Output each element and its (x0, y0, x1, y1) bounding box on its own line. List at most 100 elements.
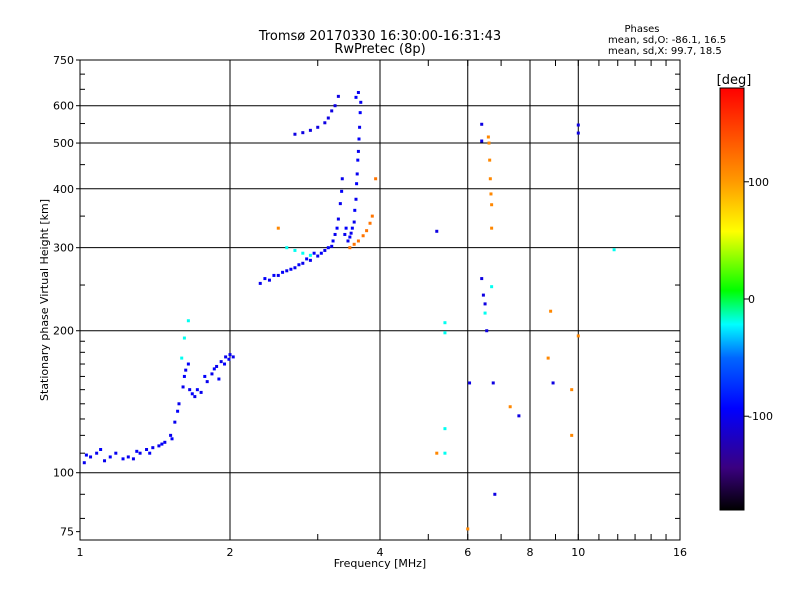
x-tick-label: 8 (527, 546, 534, 559)
phases-mean-o: mean, sd,O: -86.1, 16.5 (608, 35, 726, 46)
echo-point (231, 355, 235, 359)
echo-point (349, 231, 353, 235)
echo-point (188, 388, 192, 392)
echo-point (181, 385, 185, 389)
y-tick-label: 750 (53, 54, 74, 67)
echo-point (114, 451, 118, 455)
echo-point (84, 453, 88, 457)
echo-point (293, 132, 297, 136)
echo-point (485, 329, 489, 333)
x-tick-label: 1 (77, 546, 84, 559)
echo-point (203, 374, 207, 378)
echo-point (176, 409, 180, 413)
y-axis-ticks: 75 100 200 300 400 500 600 750 (53, 54, 680, 539)
echo-point (215, 364, 219, 368)
echo-point (173, 420, 177, 424)
echo-point (480, 139, 484, 143)
echo-point (108, 455, 112, 459)
echo-point (210, 372, 214, 376)
echo-point (493, 492, 497, 496)
echo-point (184, 368, 188, 372)
echo-point (546, 356, 550, 360)
echo-point (480, 277, 484, 281)
echo-point (333, 232, 337, 236)
y-tick-label: 75 (60, 526, 74, 539)
x-tick-label: 4 (377, 546, 384, 559)
echo-point (483, 311, 487, 315)
echo-point (357, 137, 361, 141)
echo-point (199, 390, 203, 394)
echo-point (488, 158, 492, 162)
echo-point (336, 94, 340, 98)
echo-point (481, 293, 485, 297)
echo-point (182, 374, 186, 378)
echo-point (148, 451, 152, 455)
chart-subtitle: RwPretec (8p) (334, 42, 425, 57)
echo-point (228, 353, 232, 357)
echo-point (186, 362, 190, 366)
echo-point (346, 239, 350, 243)
echo-point (570, 388, 574, 392)
y-tick-label: 100 (53, 467, 74, 480)
echo-point (517, 414, 521, 418)
echo-point (267, 278, 271, 282)
echo-point (190, 392, 194, 396)
echo-point (490, 203, 494, 207)
echo-point (301, 261, 305, 265)
echo-point (344, 226, 348, 230)
echo-point (330, 244, 334, 248)
echo-point (151, 446, 155, 450)
echo-point (224, 355, 228, 359)
echo-point (331, 239, 335, 243)
x-tick-label: 16 (673, 546, 687, 559)
echo-point (219, 360, 223, 364)
echo-point (365, 229, 369, 233)
echo-point (340, 189, 344, 193)
echo-point (99, 447, 103, 451)
echo-point (355, 172, 359, 176)
echo-point (483, 302, 487, 306)
echo-point (612, 248, 616, 252)
echo-point (368, 221, 372, 225)
colorbar-tick-label: 100 (748, 176, 769, 189)
echo-point (468, 381, 472, 385)
echo-point (289, 267, 293, 271)
x-tick-label: 10 (571, 546, 585, 559)
echo-point (508, 405, 512, 409)
echo-point (355, 182, 359, 186)
echo-point (263, 277, 267, 281)
echo-point (333, 104, 337, 108)
echo-point (343, 232, 347, 236)
echo-point (361, 234, 365, 238)
echo-point (301, 251, 305, 255)
echo-point (330, 109, 334, 113)
echo-point (374, 177, 378, 181)
echo-point (359, 100, 363, 104)
echo-point (121, 457, 125, 461)
colorbar-ticks: 100 0 -100 (744, 176, 773, 423)
echo-point (486, 135, 490, 139)
echo-point (297, 263, 301, 267)
echo-point (488, 177, 492, 181)
echo-point (169, 433, 173, 437)
echo-point (285, 246, 289, 250)
echo-point (356, 158, 360, 162)
echo-point (435, 451, 439, 455)
echo-point (356, 149, 360, 153)
echo-point (576, 131, 580, 135)
echo-point (212, 367, 216, 371)
echo-point (305, 257, 309, 261)
echo-point (163, 440, 167, 444)
echo-point (138, 451, 142, 455)
echo-point (358, 125, 362, 129)
y-tick-label: 200 (53, 325, 74, 338)
y-tick-label: 400 (53, 183, 74, 196)
echo-point (285, 269, 289, 273)
echo-point (326, 116, 330, 120)
colorbar-tick-label: 0 (748, 293, 755, 306)
echo-point (258, 281, 262, 285)
echo-point (354, 197, 358, 201)
echo-point (227, 357, 231, 361)
echo-point (131, 457, 135, 461)
